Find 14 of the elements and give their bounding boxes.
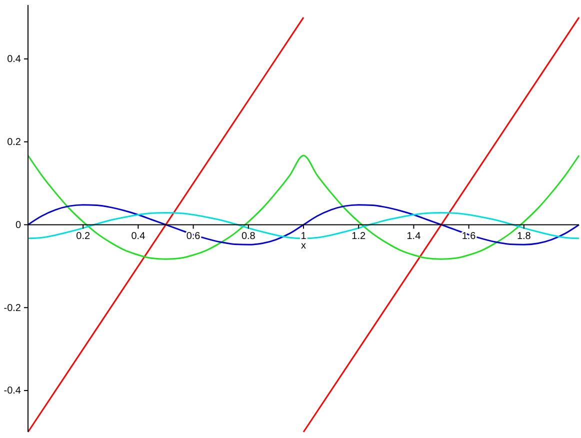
y-tick-label: 0	[15, 220, 22, 231]
y-tick-label: -0.2	[4, 302, 22, 314]
x-tick-label: 1.4	[406, 230, 422, 242]
y-tick-label: 0.4	[7, 54, 22, 66]
line-series	[27, 212, 580, 240]
y-tick-label: 0.2	[7, 137, 22, 148]
x-tick-label: 0.2	[76, 230, 90, 242]
x-axis-title: x	[301, 240, 306, 252]
x-tick-label: 0.4	[131, 230, 146, 242]
y-tick-label: -0.4	[4, 386, 22, 397]
x-tick-label: 1.2	[352, 230, 366, 242]
x-tick-label: 1.8	[516, 230, 532, 242]
x-tick-label: 0.8	[241, 230, 256, 242]
line-series	[27, 154, 580, 260]
